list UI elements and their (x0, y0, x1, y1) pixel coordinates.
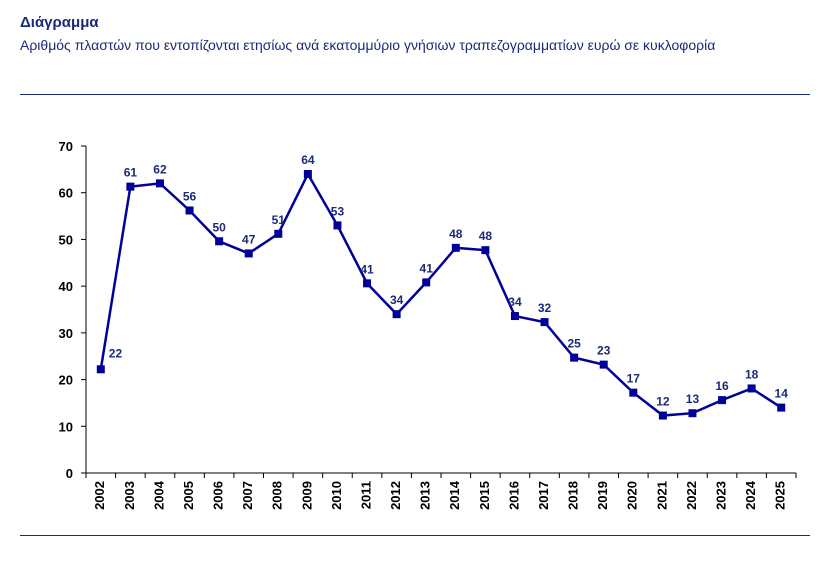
y-tick-label: 50 (59, 232, 73, 247)
x-tick-label: 2004 (151, 480, 166, 510)
series-line (99, 171, 782, 417)
data-point-marker (215, 237, 224, 246)
data-label: 56 (183, 189, 197, 203)
data-label: 32 (538, 301, 552, 315)
x-tick-label: 2020 (625, 481, 640, 510)
data-point-marker (777, 403, 786, 412)
data-label: 41 (420, 261, 434, 275)
data-label: 64 (301, 153, 315, 167)
x-tick-label: 2005 (181, 481, 196, 510)
x-tick-label: 2025 (773, 481, 788, 510)
x-tick-label: 2003 (122, 481, 137, 510)
data-label: 48 (479, 229, 493, 243)
data-point-marker (274, 229, 283, 238)
data-point-marker (658, 411, 667, 420)
header-divider (20, 94, 810, 95)
chart-title: Διάγραμμα (20, 14, 99, 31)
data-label: 34 (508, 295, 522, 309)
x-tick-label: 2007 (240, 481, 255, 510)
x-tick-label: 2022 (684, 481, 699, 510)
y-tick-label: 10 (59, 419, 73, 434)
x-tick-label: 2012 (388, 481, 403, 510)
data-label: 47 (242, 232, 256, 246)
data-label: 23 (597, 344, 611, 358)
y-tick-label: 0 (66, 466, 73, 481)
data-point-marker (155, 179, 164, 188)
data-label: 61 (124, 166, 138, 180)
data-point-marker (629, 388, 638, 397)
data-point-marker (363, 279, 372, 288)
x-tick-label: 2016 (506, 481, 521, 510)
data-label: 17 (627, 372, 641, 386)
x-tick-label: 2013 (418, 481, 433, 510)
data-point-marker (688, 409, 697, 418)
data-point-marker (244, 249, 253, 258)
data-point-marker (747, 384, 756, 393)
y-tick-label: 70 (59, 139, 73, 154)
data-point-marker (303, 170, 312, 179)
data-label: 34 (390, 293, 404, 307)
data-point-marker (599, 360, 608, 369)
data-point-marker (540, 318, 549, 327)
x-tick-label: 2021 (654, 481, 669, 510)
data-label: 62 (153, 162, 167, 176)
x-tick-label: 2018 (566, 481, 581, 510)
data-label: 41 (360, 262, 374, 276)
data-label: 18 (745, 367, 759, 381)
x-tick-label: 2002 (92, 481, 107, 510)
x-tick-label: 2006 (211, 481, 226, 510)
data-point-marker (718, 396, 727, 405)
data-point-marker (510, 312, 519, 321)
data-label: 14 (775, 387, 789, 401)
footer-divider (20, 535, 810, 536)
data-point-marker (333, 221, 342, 230)
chart-subtitle: Αριθμός πλαστών που εντοπίζονται ετησίως… (20, 37, 716, 53)
data-point-marker (96, 365, 105, 374)
x-tick-label: 2017 (536, 481, 551, 510)
chart-header: Διάγραμμα Αριθμός πλαστών που εντοπίζοντ… (20, 14, 810, 57)
data-point-marker (481, 246, 490, 255)
data-label: 48 (449, 227, 463, 241)
data-point-marker (451, 243, 460, 252)
data-point-marker (126, 182, 135, 191)
data-label: 53 (331, 204, 345, 218)
data-point-marker (570, 353, 579, 362)
x-tick-label: 2023 (713, 481, 728, 510)
y-tick-label: 20 (59, 373, 73, 388)
data-point-marker (392, 310, 401, 319)
data-label: 12 (656, 395, 670, 409)
data-label: 22 (109, 346, 123, 360)
y-tick-label: 30 (59, 326, 73, 341)
data-point-marker (422, 278, 431, 287)
y-tick-label: 60 (59, 186, 73, 201)
x-tick-label: 2009 (299, 481, 314, 510)
x-tick-label: 2008 (270, 481, 285, 510)
data-label: 25 (567, 337, 581, 351)
x-tick-label: 2024 (743, 480, 758, 510)
y-tick-label: 40 (59, 279, 73, 294)
x-tick-label: 2010 (329, 481, 344, 510)
x-tick-label: 2014 (447, 480, 462, 510)
data-label: 16 (715, 379, 729, 393)
data-point-marker (185, 206, 194, 215)
x-tick-label: 2015 (477, 481, 492, 510)
data-label: 13 (686, 392, 700, 406)
x-tick-label: 2019 (595, 481, 610, 510)
data-label: 51 (272, 213, 286, 227)
data-label: 50 (212, 220, 226, 234)
x-tick-label: 2011 (358, 481, 373, 509)
